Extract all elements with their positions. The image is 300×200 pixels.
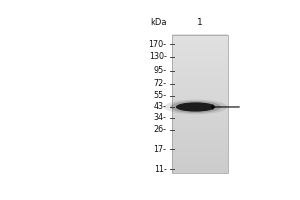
Text: 11-: 11- — [154, 165, 166, 174]
Bar — [172, 62, 228, 65]
Bar — [172, 162, 228, 164]
Text: 55-: 55- — [153, 91, 167, 100]
Bar — [172, 83, 228, 86]
Bar — [172, 48, 228, 51]
Bar — [172, 155, 228, 157]
Bar — [172, 41, 228, 44]
Bar — [172, 53, 228, 56]
Bar — [172, 134, 228, 136]
Bar — [172, 46, 228, 49]
Bar — [172, 60, 228, 62]
Bar — [172, 145, 228, 148]
Bar — [172, 90, 228, 93]
Bar — [172, 99, 228, 102]
Bar — [172, 55, 228, 58]
Bar — [172, 35, 228, 173]
Bar — [172, 143, 228, 146]
Text: 1: 1 — [197, 18, 203, 27]
Bar — [172, 67, 228, 69]
Text: 17-: 17- — [154, 145, 166, 154]
Bar — [172, 71, 228, 74]
Bar — [172, 104, 228, 106]
Text: 43-: 43- — [154, 102, 166, 111]
Text: 34-: 34- — [154, 113, 166, 122]
Text: 170-: 170- — [148, 40, 166, 49]
Bar — [172, 74, 228, 76]
Bar — [172, 157, 228, 160]
Text: 95-: 95- — [153, 66, 167, 75]
Bar — [172, 81, 228, 83]
Bar — [172, 39, 228, 42]
Bar — [172, 138, 228, 141]
Bar — [172, 152, 228, 155]
Bar — [172, 118, 228, 120]
Text: 130-: 130- — [149, 52, 167, 61]
Bar — [172, 120, 228, 123]
Bar — [172, 129, 228, 132]
Bar — [172, 148, 228, 150]
Ellipse shape — [176, 102, 215, 112]
Bar — [172, 69, 228, 72]
Bar — [172, 168, 228, 171]
Bar — [172, 125, 228, 127]
Bar — [172, 150, 228, 153]
Bar — [172, 58, 228, 60]
Bar — [172, 111, 228, 113]
Bar — [172, 106, 228, 109]
Bar — [172, 92, 228, 95]
Bar — [172, 108, 228, 111]
Bar — [172, 78, 228, 81]
Bar — [172, 101, 228, 104]
Bar — [172, 159, 228, 162]
Bar — [172, 34, 228, 37]
Bar — [172, 127, 228, 129]
Bar — [172, 95, 228, 97]
Bar — [172, 131, 228, 134]
Bar — [172, 166, 228, 169]
Bar — [172, 97, 228, 99]
Bar — [172, 44, 228, 46]
Bar — [172, 76, 228, 79]
Bar — [172, 164, 228, 166]
Text: kDa: kDa — [150, 18, 166, 27]
Bar — [172, 65, 228, 67]
Bar — [172, 115, 228, 118]
Bar — [172, 88, 228, 90]
Text: 26-: 26- — [154, 125, 166, 134]
Bar — [172, 85, 228, 88]
Bar — [172, 141, 228, 143]
Bar — [172, 122, 228, 125]
Bar — [172, 113, 228, 116]
Ellipse shape — [164, 100, 227, 114]
Bar — [172, 51, 228, 53]
Bar — [172, 37, 228, 39]
Bar — [172, 171, 228, 173]
Text: 72-: 72- — [153, 79, 167, 88]
Ellipse shape — [170, 101, 221, 113]
Bar — [172, 136, 228, 139]
